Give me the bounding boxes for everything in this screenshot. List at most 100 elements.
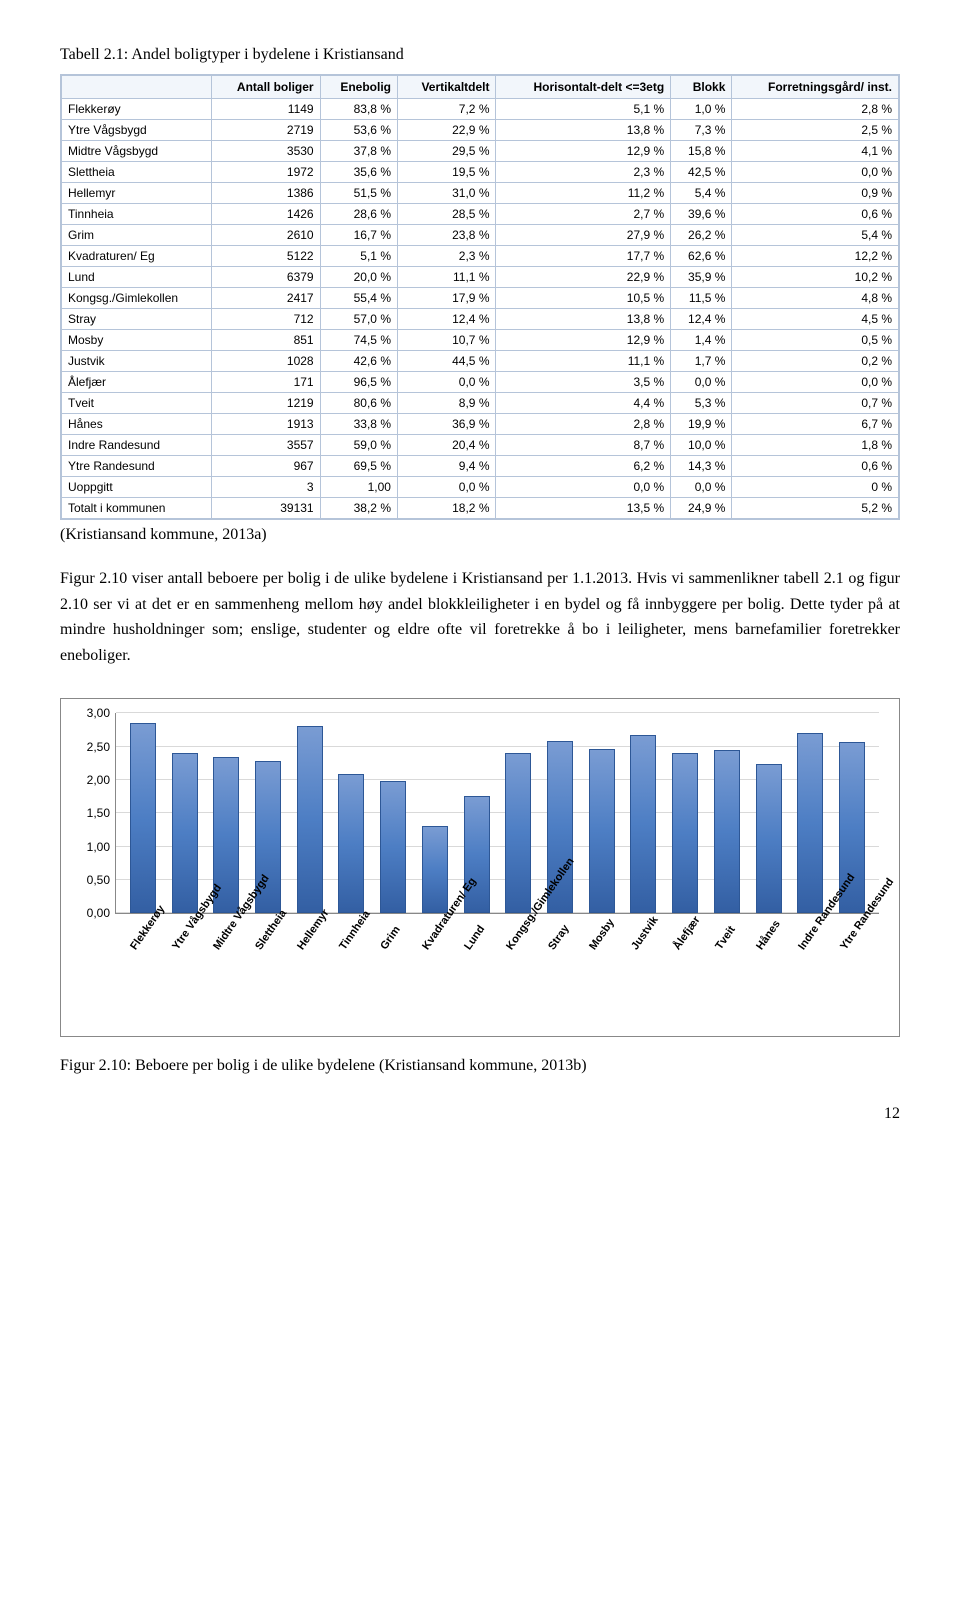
table-cell: 28,6 %	[320, 204, 397, 225]
table-cell: 0,5 %	[732, 330, 899, 351]
table-row: Justvik102842,6 %44,5 %11,1 %1,7 %0,2 %	[62, 351, 899, 372]
table-cell: 44,5 %	[397, 351, 496, 372]
table-row: Ytre Vågsbygd271953,6 %22,9 %13,8 %7,3 %…	[62, 120, 899, 141]
table-cell: 36,9 %	[397, 414, 496, 435]
table-cell: 10,0 %	[671, 435, 732, 456]
table-cell: 0,0 %	[732, 162, 899, 183]
table-cell: 6,7 %	[732, 414, 899, 435]
table-row: Tveit121980,6 %8,9 %4,4 %5,3 %0,7 %	[62, 393, 899, 414]
table-cell: 59,0 %	[320, 435, 397, 456]
table-cell: 0,0 %	[671, 372, 732, 393]
table-cell: 1386	[211, 183, 320, 204]
table-cell: 14,3 %	[671, 456, 732, 477]
table-cell: 4,5 %	[732, 309, 899, 330]
table-cell: 10,2 %	[732, 267, 899, 288]
table-cell: 12,9 %	[496, 141, 671, 162]
table-cell: Justvik	[62, 351, 212, 372]
chart-bar	[172, 753, 198, 913]
table-cell: 13,5 %	[496, 498, 671, 519]
table-row: Lund637920,0 %11,1 %22,9 %35,9 %10,2 %	[62, 267, 899, 288]
table-cell: 3,5 %	[496, 372, 671, 393]
table-cell: 6,2 %	[496, 456, 671, 477]
body-paragraph: Figur 2.10 viser antall beboere per boli…	[60, 566, 900, 668]
table-cell: 29,5 %	[397, 141, 496, 162]
table-cell: 4,8 %	[732, 288, 899, 309]
table-cell: 5122	[211, 246, 320, 267]
table-cell: 5,3 %	[671, 393, 732, 414]
table-cell: Mosby	[62, 330, 212, 351]
table-cell: 13,8 %	[496, 120, 671, 141]
table-cell: 851	[211, 330, 320, 351]
chart-y-axis-label: 1,50	[74, 806, 110, 820]
table-cell: 11,5 %	[671, 288, 732, 309]
table-cell: 35,6 %	[320, 162, 397, 183]
table-cell: 53,6 %	[320, 120, 397, 141]
table-cell: 22,9 %	[496, 267, 671, 288]
table-cell: 8,9 %	[397, 393, 496, 414]
table-cell: 69,5 %	[320, 456, 397, 477]
chart-bar	[380, 781, 406, 913]
table-header: Enebolig	[320, 76, 397, 99]
table-cell: 17,9 %	[397, 288, 496, 309]
table-cell: Stray	[62, 309, 212, 330]
chart-bar	[422, 826, 448, 913]
table-cell: 27,9 %	[496, 225, 671, 246]
table-cell: 8,7 %	[496, 435, 671, 456]
table-cell: 2417	[211, 288, 320, 309]
chart-y-axis-label: 3,00	[74, 706, 110, 720]
table-cell: 11,2 %	[496, 183, 671, 204]
table-cell: Ålefjær	[62, 372, 212, 393]
table-cell: Kongsg./Gimlekollen	[62, 288, 212, 309]
table-cell: 1219	[211, 393, 320, 414]
table-cell: 0,0 %	[671, 477, 732, 498]
table-cell: 967	[211, 456, 320, 477]
table-cell: 31,0 %	[397, 183, 496, 204]
table-header	[62, 76, 212, 99]
table-header: Vertikaltdelt	[397, 76, 496, 99]
table-cell: 96,5 %	[320, 372, 397, 393]
table-cell: Lund	[62, 267, 212, 288]
table-cell: 20,0 %	[320, 267, 397, 288]
table-cell: Flekkerøy	[62, 99, 212, 120]
table-cell: 4,1 %	[732, 141, 899, 162]
table-cell: 2,8 %	[732, 99, 899, 120]
table-cell: 2,3 %	[496, 162, 671, 183]
table-cell: 51,5 %	[320, 183, 397, 204]
table-cell: 1,0 %	[671, 99, 732, 120]
table-cell: 0,7 %	[732, 393, 899, 414]
table-cell: 1913	[211, 414, 320, 435]
table-cell: 23,8 %	[397, 225, 496, 246]
table-cell: Hånes	[62, 414, 212, 435]
table-cell: 15,8 %	[671, 141, 732, 162]
table-cell: Tinnheia	[62, 204, 212, 225]
table-cell: 5,1 %	[320, 246, 397, 267]
table-cell: 0 %	[732, 477, 899, 498]
table-cell: 0,0 %	[496, 477, 671, 498]
chart-bar	[338, 774, 364, 913]
table-cell: 7,2 %	[397, 99, 496, 120]
table-cell: 12,2 %	[732, 246, 899, 267]
table-row: Ålefjær17196,5 %0,0 %3,5 %0,0 %0,0 %	[62, 372, 899, 393]
table-cell: 22,9 %	[397, 120, 496, 141]
table-cell: 38,2 %	[320, 498, 397, 519]
table-cell: 1,8 %	[732, 435, 899, 456]
table-cell: 2,7 %	[496, 204, 671, 225]
table-cell: 1972	[211, 162, 320, 183]
chart-y-axis-label: 1,00	[74, 840, 110, 854]
table-cell: 5,4 %	[671, 183, 732, 204]
table-cell: 2,5 %	[732, 120, 899, 141]
table-cell: 0,6 %	[732, 456, 899, 477]
housing-type-table: Antall boligerEneboligVertikaltdeltHoris…	[60, 74, 900, 520]
table-row: Kongsg./Gimlekollen241755,4 %17,9 %10,5 …	[62, 288, 899, 309]
table-cell: 12,9 %	[496, 330, 671, 351]
table-cell: 0,0 %	[397, 477, 496, 498]
table-cell: Slettheia	[62, 162, 212, 183]
table-cell: 12,4 %	[671, 309, 732, 330]
chart-bar	[505, 753, 531, 913]
table-row: Flekkerøy114983,8 %7,2 %5,1 %1,0 %2,8 %	[62, 99, 899, 120]
table-cell: Uoppgitt	[62, 477, 212, 498]
table-cell: Totalt i kommunen	[62, 498, 212, 519]
chart-bar	[797, 733, 823, 913]
table-row: Tinnheia142628,6 %28,5 %2,7 %39,6 %0,6 %	[62, 204, 899, 225]
table-cell: 712	[211, 309, 320, 330]
